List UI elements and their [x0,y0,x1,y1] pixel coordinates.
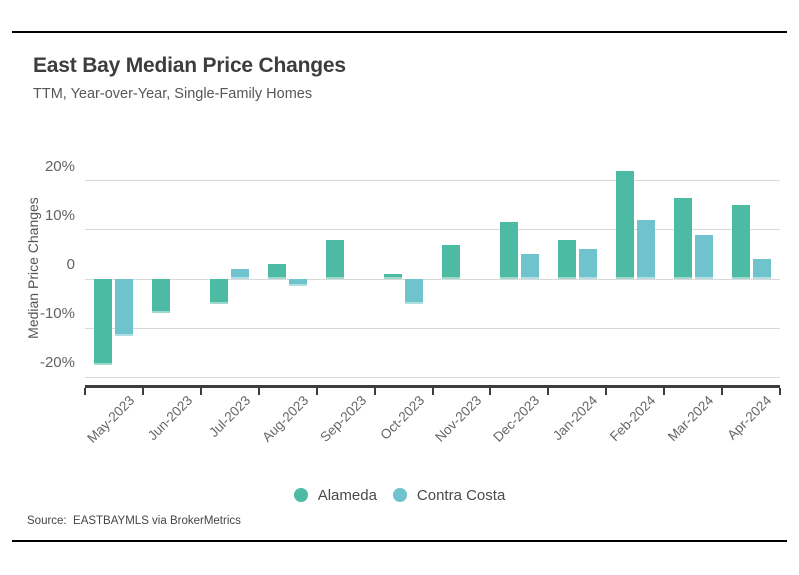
bar-alameda-jul-2023 [210,279,229,304]
source-note: Source: EASTBAYMLS via BrokerMetrics [27,515,241,527]
bottom-rule [12,540,787,542]
y-tick-label: -10% [39,305,75,323]
x-tick [489,388,492,395]
bar-contra-costa-aug-2023 [289,279,308,287]
legend-label: Contra Costa [416,486,506,504]
bar-alameda-nov-2023 [441,244,460,279]
y-tick-label: 10% [44,206,75,224]
legend-item-contra-costa: Contra Costa [392,486,506,504]
bar-alameda-apr-2024 [731,205,750,279]
x-tick [547,388,550,395]
legend-item-alameda: Alameda [293,486,377,504]
bar-alameda-feb-2024 [615,170,634,279]
bar-contra-costa-feb-2024 [636,219,655,279]
legend: Alameda Contra Costa [0,483,799,507]
bar-alameda-jun-2023 [152,279,171,314]
y-tick-label: 0 [66,256,75,273]
x-tick [663,388,666,395]
gridline [85,278,780,280]
chart-title: East Bay Median Price Changes [33,54,346,77]
x-tick [84,388,86,395]
gridline [85,376,780,378]
x-tick [315,388,318,395]
top-rule [12,31,787,33]
legend-label: Alameda [317,486,377,504]
x-tick [779,388,781,395]
legend-swatch-contra-costa [392,488,407,502]
bar-alameda-may-2023 [94,279,113,366]
legend-swatch-alameda [293,488,308,502]
gridline [85,327,780,329]
gridline [85,180,780,182]
x-tick [257,388,260,395]
bar-alameda-dec-2023 [499,222,518,279]
chart-subtitle: TTM, Year-over-Year, Single-Family Homes [33,86,313,102]
bar-contra-costa-jul-2023 [231,269,250,279]
x-tick [605,388,608,395]
y-tick-label: 20% [44,157,75,175]
gridline [85,229,780,231]
x-tick [199,388,202,395]
plot-area [84,158,781,395]
x-tick [141,388,144,395]
bar-alameda-aug-2023 [268,264,287,279]
bar-contra-costa-may-2023 [115,279,134,336]
x-tick [373,388,376,395]
bar-alameda-jan-2024 [557,239,576,279]
x-axis-line [85,385,780,388]
bar-contra-costa-mar-2024 [694,234,713,279]
bar-alameda-oct-2023 [384,274,403,279]
bar-alameda-mar-2024 [673,197,692,279]
bar-contra-costa-dec-2023 [520,254,539,279]
x-tick [721,388,724,395]
bar-alameda-sep-2023 [326,239,345,279]
bar-contra-costa-jan-2024 [578,249,597,279]
bar-contra-costa-oct-2023 [405,279,424,304]
x-tick [431,388,434,395]
bar-contra-costa-apr-2024 [752,259,771,279]
y-tick-label: -20% [39,354,75,372]
